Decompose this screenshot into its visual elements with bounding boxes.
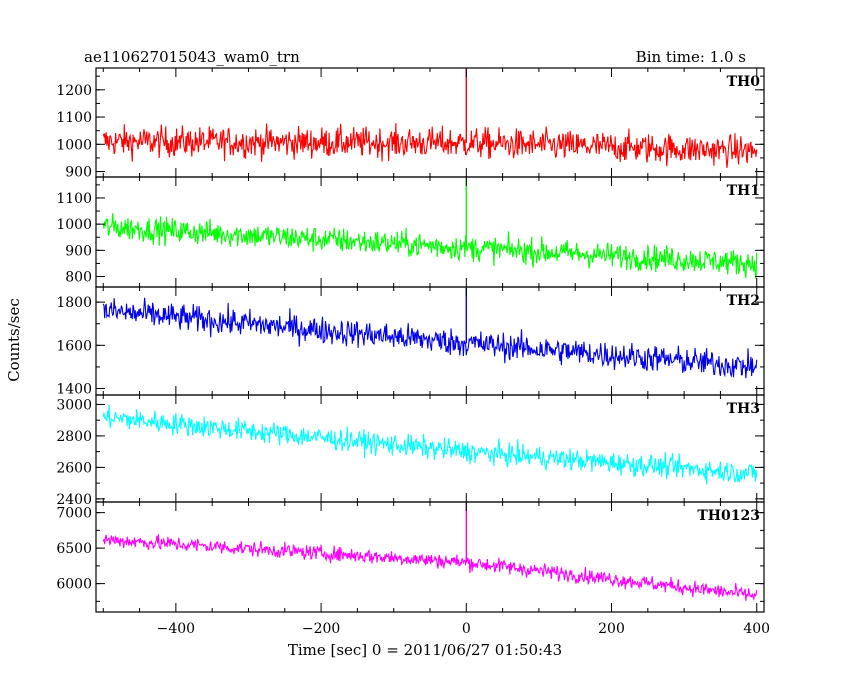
series-line-th3 [102, 404, 758, 485]
panel-label-th3: TH3 [727, 401, 760, 417]
panel-label-th0: TH0 [727, 74, 761, 90]
x-tick-label--200: −200 [302, 621, 340, 637]
y-tick-label-th3-2800: 2800 [56, 429, 92, 445]
series-line-th1 [102, 213, 758, 280]
panel-th1: 800 900 1000 1100 TH1 [56, 176, 765, 288]
y-tick-label-th1-1100: 1100 [56, 191, 92, 207]
y-tick-label-th0-1100: 1100 [56, 110, 92, 126]
x-tick-label-0: 0 [462, 621, 471, 637]
series-line-th0 [102, 123, 758, 169]
y-tick-label-th3-2400: 2400 [56, 492, 92, 508]
panel-th0123: 6000 6500 7000 TH0123 [56, 501, 765, 613]
panel-th3: 2400 2600 2800 3000 TH3 [56, 394, 765, 508]
y-tick-label-th0-1000: 1000 [56, 137, 92, 153]
y-tick-label-th0123-7000: 7000 [56, 506, 92, 522]
panel-th0: 900 1000 1100 1200 TH0 [56, 67, 765, 181]
panel-label-th1: TH1 [727, 183, 760, 199]
y-tick-label-th3-3000: 3000 [56, 397, 92, 413]
y-tick-label-th0123-6500: 6500 [56, 541, 92, 557]
chart-title: ae110627015043_wam0_trn [84, 48, 300, 66]
y-tick-label-th2-1600: 1600 [56, 338, 92, 354]
x-tick-label-400: 400 [743, 621, 770, 637]
x-axis-label: Time [sec] 0 = 2011/06/27 01:50:43 [288, 641, 562, 659]
y-tick-label-th3-2600: 2600 [56, 460, 92, 476]
y-tick-label-th0123-6000: 6000 [56, 577, 92, 593]
x-tick-label-200: 200 [598, 621, 625, 637]
y-tick-label-th0-900: 900 [65, 165, 92, 181]
y-tick-label-th1-800: 800 [65, 270, 92, 286]
x-tick-label--400: −400 [157, 621, 195, 637]
y-tick-label-th1-900: 900 [65, 243, 92, 259]
panel-label-th2: TH2 [727, 293, 760, 309]
panel-frame-th0 [95, 67, 765, 178]
series-line-th0123 [102, 534, 758, 601]
panel-label-th0123: TH0123 [697, 508, 760, 524]
y-tick-label-th2-1400: 1400 [56, 382, 92, 398]
bin-time-label: Bin time: 1.0 s [636, 48, 746, 66]
y-tick-label-th2-1800: 1800 [56, 295, 92, 311]
y-tick-label-th0-1200: 1200 [56, 83, 92, 99]
panel-th2: 1400 1600 1800 TH2 [56, 286, 765, 398]
y-axis-label: Counts/sec [5, 298, 23, 382]
series-line-th2 [102, 297, 758, 379]
y-tick-label-th1-1000: 1000 [56, 217, 92, 233]
